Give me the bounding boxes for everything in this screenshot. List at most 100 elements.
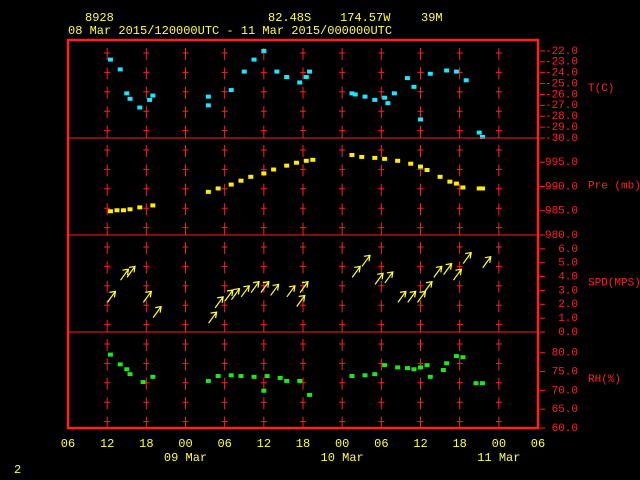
- point: [140, 380, 146, 385]
- point: [293, 160, 299, 165]
- y-tick-label: -29.0: [545, 122, 578, 134]
- point: [284, 378, 290, 383]
- point: [473, 381, 479, 386]
- point: [107, 352, 113, 357]
- point: [411, 84, 417, 89]
- point: [284, 163, 290, 168]
- subtitle: 08 Mar 2015/120000UTC - 11 Mar 2015/0000…: [68, 24, 392, 38]
- wind-arrow: [106, 290, 117, 303]
- wind-arrow: [407, 290, 417, 303]
- point: [127, 372, 133, 377]
- panel-label: Pre (mb): [588, 180, 640, 192]
- point: [427, 71, 433, 76]
- point: [284, 75, 290, 80]
- y-tick-label: 65.0: [552, 404, 578, 416]
- y-tick-label: 80.0: [552, 348, 578, 360]
- x-tick-label: 18: [296, 437, 310, 451]
- point: [460, 355, 466, 360]
- wind-arrow: [270, 283, 280, 296]
- y-tick-label: 3.0: [558, 285, 578, 297]
- longitude: 174.57W: [340, 11, 391, 25]
- x-date-label: 11 Mar: [477, 451, 520, 465]
- point: [362, 94, 368, 99]
- point: [117, 67, 123, 72]
- point: [297, 378, 303, 383]
- page-number: 2: [14, 463, 21, 477]
- x-tick-label: 12: [100, 437, 114, 451]
- y-tick-label: 60.0: [552, 423, 578, 435]
- point: [307, 392, 313, 397]
- y-tick-label: -26.0: [545, 89, 578, 101]
- y-tick-label: -28.0: [545, 111, 578, 123]
- y-tick-label: 985.0: [545, 206, 578, 218]
- point: [382, 156, 388, 161]
- point: [382, 95, 388, 100]
- point: [107, 209, 113, 214]
- point: [117, 362, 123, 367]
- point: [444, 361, 450, 366]
- x-tick-label: 12: [413, 437, 427, 451]
- x-date-label: 09 Mar: [164, 451, 207, 465]
- wind-arrow: [452, 268, 463, 281]
- x-tick-label: 12: [257, 437, 271, 451]
- point: [404, 76, 410, 81]
- point: [297, 80, 303, 85]
- point: [261, 48, 267, 53]
- x-tick-label: 18: [139, 437, 153, 451]
- y-tick-label: -30.0: [545, 133, 578, 145]
- point: [349, 91, 355, 96]
- point: [274, 69, 280, 74]
- panel-label: RH(%): [588, 374, 621, 386]
- grid-line: [143, 48, 150, 429]
- y-tick-label: -23.0: [545, 57, 578, 69]
- point: [120, 208, 126, 213]
- y-tick-label: 5.0: [558, 258, 578, 270]
- point: [463, 78, 469, 83]
- point: [310, 157, 316, 162]
- grid-line: [456, 48, 463, 429]
- grid-line: [417, 48, 424, 429]
- point: [127, 207, 133, 212]
- point: [261, 171, 267, 176]
- point: [453, 69, 459, 74]
- y-tick-label: 6.0: [558, 244, 578, 256]
- point: [150, 374, 156, 379]
- wind-arrow: [214, 296, 224, 309]
- point: [437, 174, 443, 179]
- wind-arrow: [361, 254, 371, 267]
- x-date-label: 10 Mar: [321, 451, 364, 465]
- wind-arrow: [296, 294, 306, 307]
- wind-arrow: [374, 272, 384, 285]
- point: [307, 69, 313, 74]
- point: [476, 186, 482, 191]
- point: [372, 155, 378, 160]
- point: [418, 365, 423, 370]
- y-tick-label: -27.0: [545, 100, 578, 112]
- point: [444, 68, 450, 73]
- wind-arrow: [417, 290, 427, 303]
- point: [228, 88, 234, 93]
- wind-arrow: [126, 265, 136, 278]
- point: [480, 186, 486, 191]
- elevation: 39M: [421, 11, 443, 25]
- point: [215, 374, 221, 379]
- point: [418, 164, 423, 169]
- wind-arrow: [299, 280, 309, 294]
- point: [408, 161, 414, 166]
- wind-arrow: [152, 305, 162, 318]
- point: [382, 363, 388, 368]
- point: [480, 381, 486, 386]
- point: [114, 208, 120, 213]
- plot-frame: [66, 38, 540, 430]
- point: [277, 375, 283, 380]
- point: [453, 181, 459, 186]
- wind-arrow: [384, 271, 394, 284]
- point: [303, 75, 309, 80]
- point: [137, 105, 143, 110]
- point: [137, 205, 143, 210]
- y-tick-label: -22.0: [545, 46, 578, 58]
- x-tick-label: 00: [178, 437, 192, 451]
- wind-arrow: [224, 289, 234, 302]
- point: [424, 168, 430, 173]
